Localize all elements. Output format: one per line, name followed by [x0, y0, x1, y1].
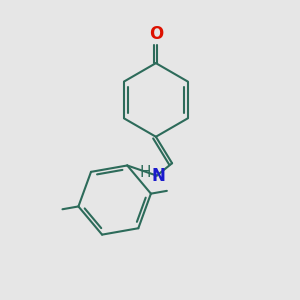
Text: H: H — [140, 165, 151, 180]
Text: N: N — [151, 167, 165, 184]
Text: O: O — [149, 25, 163, 43]
